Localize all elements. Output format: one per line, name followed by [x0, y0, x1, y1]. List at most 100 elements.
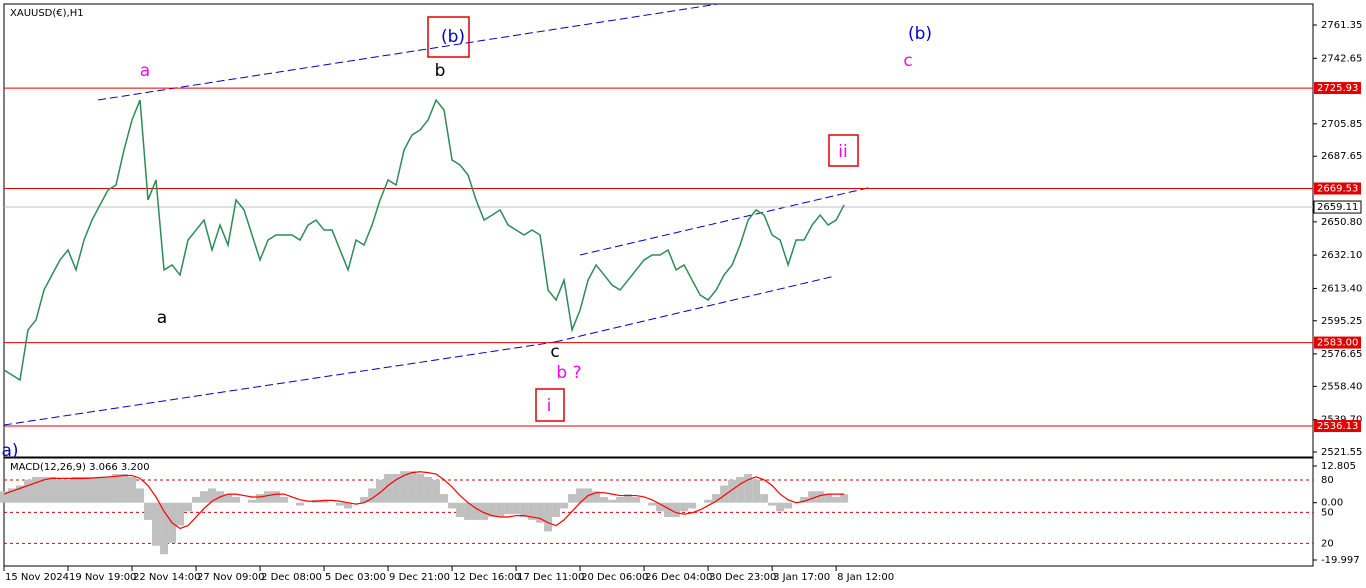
y-tick-label: 2761.35: [1321, 20, 1362, 31]
y-tick-label: 2650.80: [1321, 217, 1362, 228]
histogram-bar: [384, 474, 393, 503]
channel-line: [579, 186, 873, 256]
histogram-bar: [24, 479, 33, 503]
level-label: 2583.00: [1317, 338, 1358, 349]
x-tick-label: 3 Jan 17:00: [773, 572, 830, 583]
histogram-bar: [504, 502, 513, 515]
histogram-bar: [272, 491, 281, 503]
histogram-bar: [392, 474, 401, 503]
histogram-bar: [64, 479, 73, 503]
histogram-bar: [152, 502, 161, 546]
wave-label: c: [550, 342, 559, 362]
histogram-bar: [632, 496, 641, 503]
y-tick-label: 2742.65: [1321, 53, 1362, 64]
histogram-bar: [56, 479, 65, 503]
histogram-bar: [496, 502, 505, 518]
histogram-bar: [544, 502, 553, 532]
x-tick-label: 19 Nov 19:00: [69, 572, 136, 583]
histogram-bar: [528, 502, 537, 520]
wave-label: (b): [908, 24, 932, 44]
histogram-bar: [808, 491, 817, 503]
current-price-box: [1313, 200, 1362, 214]
histogram-bar: [520, 502, 529, 518]
histogram-bar: [344, 502, 353, 509]
histogram-bar: [400, 471, 409, 503]
histogram-bar: [256, 494, 265, 503]
histogram-bar: [232, 496, 241, 503]
histogram-bar: [472, 502, 481, 520]
histogram-bar: [704, 499, 713, 503]
histogram-bar: [96, 476, 105, 503]
y-tick-label: 12.805: [1321, 461, 1356, 472]
wave-label: (b): [441, 27, 465, 47]
histogram-bar: [376, 479, 385, 503]
wave-label: c: [903, 51, 912, 71]
histogram-bar: [368, 488, 377, 503]
x-tick-label: 22 Nov 14:00: [133, 572, 200, 583]
channel-line: [97, 3, 719, 101]
x-tick-label: 8 Jan 12:00: [837, 572, 894, 583]
wave-label: a): [1, 441, 18, 461]
histogram-bar: [720, 485, 729, 503]
histogram-bar: [728, 479, 737, 503]
y-tick-label: 2558.40: [1321, 381, 1362, 392]
histogram-bar: [672, 502, 681, 518]
x-tick-label: 5 Dec 03:00: [325, 572, 386, 583]
label-box: [535, 388, 565, 422]
histogram-bar: [552, 502, 561, 518]
y-tick-label: 2595.25: [1321, 316, 1362, 327]
histogram-bar: [736, 476, 745, 503]
histogram-bar: [512, 502, 521, 515]
y-tick-label: 2576.65: [1321, 349, 1362, 360]
histogram-bar: [296, 502, 305, 506]
price-pane: [3, 3, 1314, 458]
y-tick-label: 0.00: [1321, 498, 1343, 509]
histogram-bar: [776, 502, 785, 512]
y-tick-label: 50: [1321, 507, 1334, 518]
histogram-bar: [480, 502, 489, 520]
y-tick-label: 2632.10: [1321, 250, 1362, 261]
histogram-bar: [40, 476, 49, 503]
histogram-bar: [144, 502, 153, 520]
histogram-bar: [48, 476, 57, 503]
histogram-bar: [88, 476, 97, 503]
histogram-bar: [456, 502, 465, 518]
histogram-bar: [816, 491, 825, 503]
histogram-bar: [536, 502, 545, 523]
histogram-bar: [688, 502, 697, 509]
channel-lines: [3, 3, 873, 426]
current-price-label: 2659.11: [1317, 202, 1358, 213]
x-tick-label: 20 Dec 06:00: [581, 572, 648, 583]
x-tick-label: 15 Nov 2024: [5, 572, 69, 583]
histogram-bar: [448, 502, 457, 509]
histogram-bar: [248, 499, 257, 503]
signal-line: [3, 471, 845, 530]
histogram-bar: [440, 494, 449, 503]
level-label: 2669.53: [1317, 183, 1358, 194]
histogram-bar: [8, 488, 17, 503]
histogram-bar: [176, 502, 185, 526]
histogram-bar: [224, 494, 233, 503]
histogram-bar: [744, 474, 753, 503]
histogram-bar: [320, 499, 329, 503]
y-tick-label: -19.997: [1321, 555, 1360, 566]
wave-label: i: [547, 396, 552, 416]
histogram-bar: [360, 496, 369, 503]
histogram-bar: [160, 502, 169, 555]
histogram-bar: [280, 496, 289, 503]
indicator-title: MACD(12,26,9) 3.066 3.200: [10, 462, 150, 473]
level-label-box: [1314, 182, 1361, 195]
histogram-bar: [608, 499, 617, 503]
histogram-bar: [192, 496, 201, 503]
histogram-bar: [648, 502, 657, 506]
symbol-title: XAUUSD(€),H1: [10, 8, 84, 19]
histogram-bar: [112, 474, 121, 503]
histogram-bar: [840, 494, 849, 503]
histogram-bar: [760, 494, 769, 503]
histogram-bar: [424, 476, 433, 503]
histogram-bar: [600, 496, 609, 503]
y-tick-label: 2705.85: [1321, 119, 1362, 130]
histogram-bar: [104, 476, 113, 503]
histogram-bar: [592, 491, 601, 503]
